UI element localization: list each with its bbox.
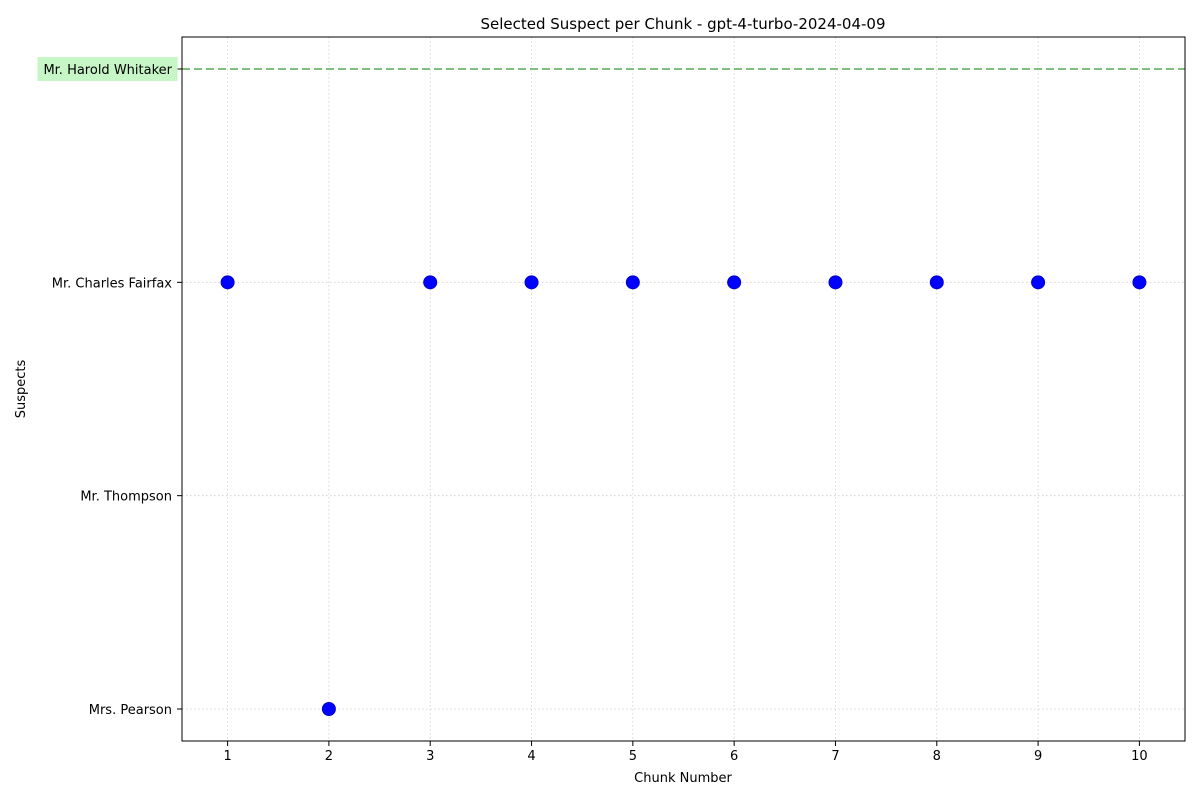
data-point (929, 275, 944, 290)
x-tick-label: 9 (1034, 749, 1042, 764)
data-points (220, 275, 1147, 716)
chart-title: Selected Suspect per Chunk - gpt-4-turbo… (480, 15, 885, 33)
axis-ticks: 1 2 3 4 5 6 7 8 9 10 Mrs. Pearson Mr. Thompson Mr. C… (37, 57, 1148, 764)
x-tick-label: 10 (1131, 749, 1148, 764)
y-tick-label: Mr. Thompson (80, 490, 172, 505)
y-tick-label: Mrs. Pearson (89, 703, 172, 718)
data-point (524, 275, 539, 290)
data-point (423, 275, 438, 290)
x-tick-label: 6 (730, 749, 738, 764)
x-tick-label: 3 (426, 749, 434, 764)
y-tick-label-highlighted: Mr. Harold Whitaker (43, 63, 172, 78)
x-tick-label: 5 (629, 749, 637, 764)
plot-frame (181, 36, 1186, 742)
data-point (1031, 275, 1046, 290)
grid (182, 37, 1185, 741)
y-tick-label: Mr. Charles Fairfax (52, 276, 173, 291)
x-tick-label: 7 (831, 749, 839, 764)
data-point (1132, 275, 1147, 290)
highlight-label-background (37, 57, 178, 81)
data-point (220, 275, 235, 290)
y-axis-label: Suspects (14, 360, 29, 419)
data-point (321, 702, 336, 716)
data-point (727, 275, 742, 290)
x-tick-label: 1 (223, 749, 231, 764)
x-tick-label: 8 (933, 749, 941, 764)
x-tick-label: 4 (527, 749, 535, 764)
x-tick-label: 2 (325, 749, 333, 764)
data-point (625, 275, 640, 290)
x-axis-label: Chunk Number (634, 771, 732, 786)
data-point (828, 275, 843, 290)
